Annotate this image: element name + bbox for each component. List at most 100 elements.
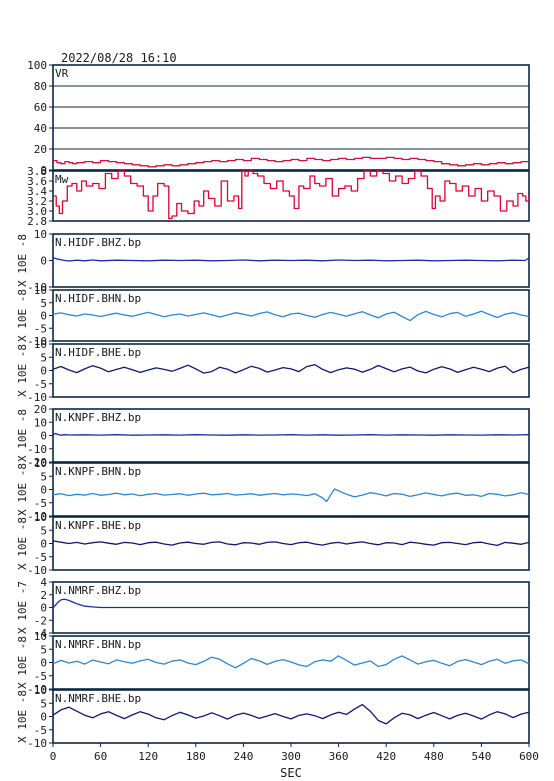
y-tick-label: 10 [34,416,47,429]
y-tick-label: 10 [34,511,47,524]
panel-label: N.KNPF.BHN.bp [55,465,141,478]
series-line-nmrf-bhz [52,598,529,609]
y-tick-label: -5 [34,497,47,510]
y-tick-label: 3.4 [27,185,47,198]
x-tick-label: 0 [50,750,57,763]
y-tick-label: 0 [40,657,47,670]
y-tick-label: 5 [40,643,47,656]
y-tick-label: 60 [34,101,47,114]
y-tick-label: 0 [40,602,47,615]
x-axis: 0 60 120 180 240 300 360 420 480 540 600 [50,743,539,763]
chart-timestamp: 2022/08/28 16:10 [61,51,177,65]
panel-label: N.HIDF.BHZ.bp [55,236,141,249]
series-line-vr [53,156,529,168]
x-tick-label: 300 [281,750,301,763]
panel-label: N.NMRF.BHZ.bp [55,584,141,597]
panel-frame [52,462,530,517]
x-tick-label: 540 [471,750,491,763]
y-tick-label: -10 [27,391,47,404]
x-axis-label: SEC [280,766,302,780]
panel-nmrf-bhn: -10-505 10 X 10E -8 N.NMRF.BHN.bp [16,630,530,696]
y-axis-label: X 10E -8 [16,409,29,462]
y-axis-label: X 10E -7 [16,581,29,634]
x-tick-label: 480 [424,750,444,763]
y-axis-label: X 10E -8 [16,344,29,397]
x-tick-label: 180 [186,750,206,763]
panel-label: N.KNPF.BHE.bp [55,519,141,532]
y-tick-label: 10 [34,684,47,697]
y-axis-label: X 10E -8 [16,234,29,287]
y-tick-label: -10 [27,335,47,348]
y-tick-label: -20 [27,456,47,469]
y-axis-label: X 10E -8 [16,517,29,570]
y-tick-label: -5 [34,551,47,564]
y-tick-label: -2 [34,614,47,627]
y-tick-label: -10 [27,737,47,750]
y-tick-label: 10 [34,457,47,470]
y-tick-label: 5 [40,351,47,364]
y-tick-label: -5 [34,670,47,683]
series-line-knpf-bhe [52,540,530,547]
y-tick-label: 0 [40,164,47,177]
y-tick-label: 40 [34,122,47,135]
y-tick-label: -5 [34,378,47,391]
y-tick-label: 20 [34,403,47,416]
y-tick-label: 3.8 [27,165,47,178]
y-axis-label: X 10E -8 [16,636,29,689]
y-tick-label: -5 [34,724,47,737]
y-tick-label: 5 [40,297,47,310]
panel-label: N.NMRF.BHE.bp [55,692,141,705]
panel-label: N.KNPF.BHZ.bp [55,411,141,424]
panel-label: N.NMRF.BHN.bp [55,638,141,651]
y-tick-label: 0 [40,484,47,497]
y-tick-label: 2 [40,589,47,602]
y-tick-label: 3.2 [27,195,47,208]
panel-label: N.HIDF.BHN.bp [55,292,141,305]
panel-vr: 0 20 40 60 80 100 VR [27,59,530,177]
y-tick-label: 5 [40,470,47,483]
y-tick-label: 4 [40,576,47,589]
y-tick-label: 0 [40,711,47,724]
series-line-mw [53,170,530,220]
panel-label: Mw [55,173,69,186]
series-line-nmrf-bhe [52,703,530,725]
series-line-hidf-bhn [52,310,530,322]
series-line-hidf-bhe [52,364,530,374]
panel-label: N.HIDF.BHE.bp [55,346,141,359]
x-tick-label: 600 [519,750,539,763]
y-tick-label: -10 [27,443,47,456]
y-axis-label: X 10E -8 [16,690,29,743]
panel-frame [52,64,530,171]
y-axis-label: X 10E -8 [16,289,29,342]
x-tick-label: 60 [94,750,107,763]
panel-frame [52,289,530,342]
y-tick-label: 3.0 [27,205,47,218]
y-tick-label: 10 [34,228,47,241]
y-tick-label: -10 [27,683,47,696]
y-axis-label: X 10E -8 [16,463,29,516]
panel-label: VR [55,67,69,80]
y-tick-label: -10 [27,510,47,523]
series-line-knpf-bhn [52,488,530,503]
panel-mw: 2.83.03.23.43.63.8 Mw [27,165,530,228]
x-tick-label: 240 [233,750,253,763]
y-tick-label: 2.8 [27,215,47,228]
y-tick-label: 3.6 [27,175,47,188]
y-tick-label: 80 [34,80,47,93]
x-tick-label: 420 [376,750,396,763]
y-tick-label: 5 [40,697,47,710]
chart-panels: 020406080100VR2.83.03.23.43.63.8Mw-10010… [16,59,530,750]
y-tick-label: 0 [40,430,47,443]
y-tick-label: 0 [40,538,47,551]
series-line-knpf-bhz [52,432,530,436]
y-tick-label: -5 [34,322,47,335]
y-tick-label: 10 [34,338,47,351]
